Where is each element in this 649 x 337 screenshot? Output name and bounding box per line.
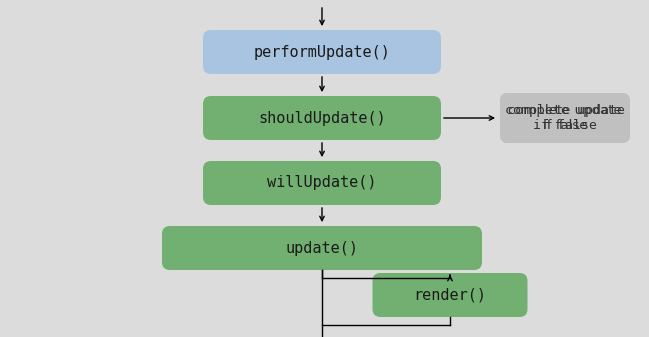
Text: willUpdate(): willUpdate() [267,176,377,190]
FancyBboxPatch shape [203,161,441,205]
FancyBboxPatch shape [203,30,441,74]
FancyBboxPatch shape [500,93,630,143]
Text: complete update
if false: complete update if false [508,104,622,132]
FancyBboxPatch shape [162,226,482,270]
FancyBboxPatch shape [500,93,630,143]
Text: performUpdate(): performUpdate() [254,44,391,60]
Text: complete update
if false: complete update if false [505,104,625,132]
Text: shouldUpdate(): shouldUpdate() [258,111,386,125]
Text: render(): render() [413,287,487,303]
Text: update(): update() [286,241,358,255]
FancyBboxPatch shape [203,96,441,140]
FancyBboxPatch shape [373,273,528,317]
